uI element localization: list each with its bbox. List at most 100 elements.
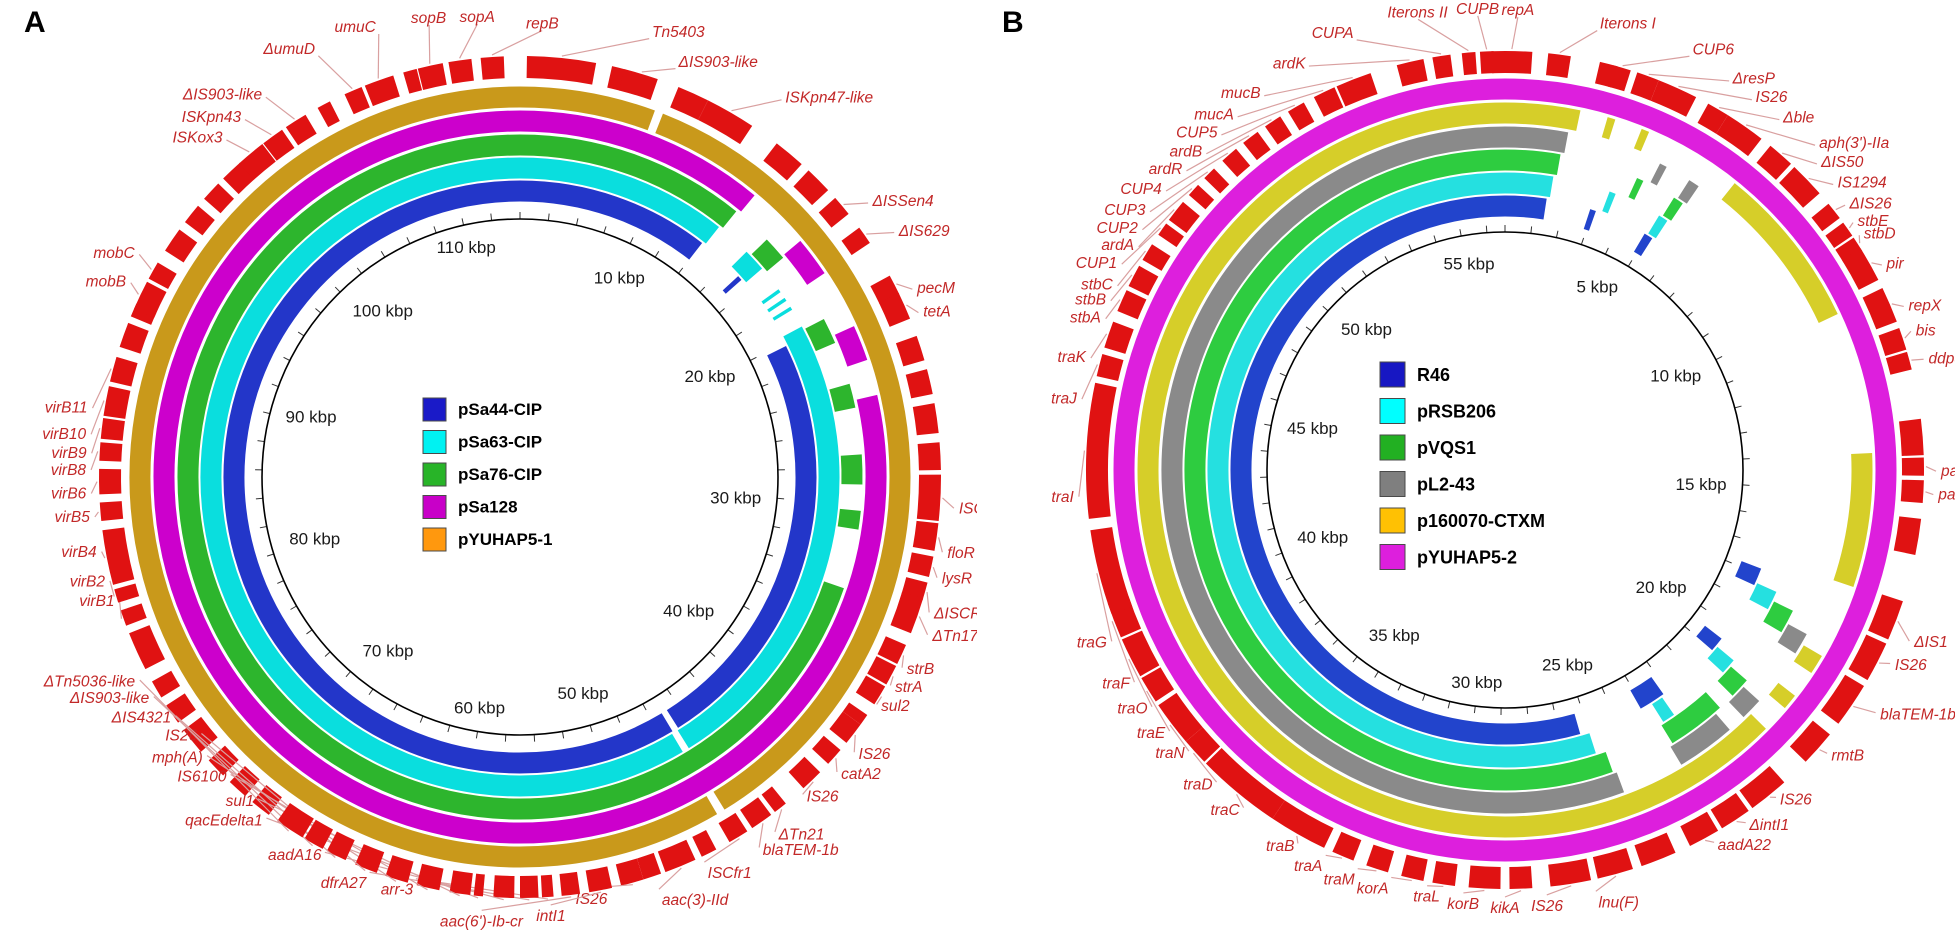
ring-arc (1696, 625, 1722, 651)
gene-arc (480, 56, 505, 80)
gene-arc (204, 183, 235, 214)
gene-arc (1332, 831, 1362, 861)
gene-label: CUPB (1456, 1, 1499, 18)
backbone-circle (261, 218, 779, 736)
scale-tick (297, 331, 305, 337)
scale-label: 70 kbp (362, 642, 413, 661)
gene-arc (1899, 418, 1924, 457)
scale-tick (1260, 450, 1268, 452)
gene-arc (761, 786, 786, 813)
ring-arc (1749, 583, 1777, 610)
leader-line (1391, 876, 1412, 882)
gene-label: virB1 (79, 593, 114, 610)
scale-tick (1322, 305, 1329, 312)
scale-label: 50 kbp (1341, 320, 1392, 339)
gene-arc (907, 552, 934, 577)
gene-label: IS26 (807, 789, 839, 806)
scale-tick (1433, 235, 1437, 243)
ring-arc (1661, 692, 1720, 744)
gene-arc (99, 442, 123, 462)
ring-arc (1602, 191, 1616, 214)
gene-arc (223, 162, 255, 195)
gene-arc (120, 603, 147, 626)
gene-arc (1461, 52, 1477, 76)
gene-label: ISKpn47-like (785, 89, 873, 106)
backbone-circle (1266, 231, 1744, 709)
gene-label: IS26 (859, 746, 891, 763)
scale-tick (589, 725, 593, 733)
leader-line (1417, 18, 1469, 52)
gene-label: qacEdelta1 (185, 812, 263, 829)
ring-arc (731, 251, 763, 283)
gene-label: virB9 (51, 445, 87, 462)
gene-arc (855, 675, 886, 705)
scale-tick (1305, 326, 1313, 332)
gene-arc (1548, 858, 1592, 887)
scale-label: 25 kbp (1542, 655, 1593, 674)
scale-tick (290, 605, 297, 610)
gene-arc (1820, 674, 1865, 724)
ring-arc (1652, 697, 1675, 722)
scale-tick (699, 286, 706, 293)
scale-label: 30 kbp (1451, 673, 1502, 692)
gene-label: ΔIS903-like (182, 87, 263, 104)
gene-label: stbC (1081, 277, 1114, 294)
gene-arc (1243, 131, 1271, 161)
gene-arc (119, 322, 149, 354)
scale-tick (1408, 244, 1413, 252)
scale-tick (1530, 226, 1533, 234)
scale-tick (266, 553, 274, 557)
gene-arc (344, 86, 370, 115)
leader-line (774, 809, 783, 833)
gene-label: ΔresP (1732, 70, 1776, 87)
gene-label: traO (1117, 700, 1147, 717)
scale-tick (1352, 656, 1358, 663)
scale-tick (727, 629, 734, 635)
leader-line (1165, 152, 1229, 192)
ring-arc (761, 289, 781, 305)
leader-line (1897, 620, 1910, 642)
ring-arc (1717, 666, 1747, 696)
scale-tick (306, 629, 313, 635)
scale-tick (777, 497, 785, 500)
scale-tick (1279, 372, 1287, 377)
legend-label: R46 (1417, 365, 1450, 385)
gene-arc (1104, 321, 1134, 354)
leader-line (843, 202, 869, 206)
gene-arc (526, 56, 597, 85)
leader-line (641, 67, 676, 73)
leader-line (853, 734, 856, 753)
scale-tick (1267, 527, 1275, 531)
gene-arc (1650, 80, 1697, 117)
leader-line (1595, 875, 1617, 892)
legend-swatch (1379, 544, 1406, 570)
gene-label: bis (1916, 322, 1936, 339)
gene-arc (109, 356, 138, 387)
gene-arc (585, 866, 613, 893)
scale-label: 55 kbp (1444, 255, 1495, 274)
gene-label: IS26 (1531, 898, 1563, 915)
gene-label: dfrA27 (321, 875, 368, 892)
ring-arc (1721, 183, 1838, 323)
leader-line (550, 891, 602, 906)
scale-label: 5 kbp (1576, 278, 1618, 297)
scale-tick (345, 671, 351, 678)
scale-tick (642, 703, 647, 711)
gene-arc (151, 670, 181, 698)
scale-tick (1332, 639, 1339, 645)
ring-arc (840, 454, 863, 485)
ring-arc (1650, 163, 1667, 186)
leader-line (1736, 820, 1746, 824)
leader-line (1356, 39, 1442, 55)
ring-arc (1230, 195, 1581, 745)
legend-label: pSa63-CIP (458, 433, 542, 452)
gene-arc (252, 784, 282, 815)
gene-arc (1789, 720, 1830, 762)
leader-line (1128, 658, 1153, 707)
gene-arc (718, 812, 748, 843)
leader-line (1357, 868, 1377, 872)
scale-tick (1341, 287, 1347, 293)
gene-arc (129, 625, 166, 670)
gene-arc (917, 442, 941, 471)
gene-label: ISCR2 (959, 500, 977, 517)
